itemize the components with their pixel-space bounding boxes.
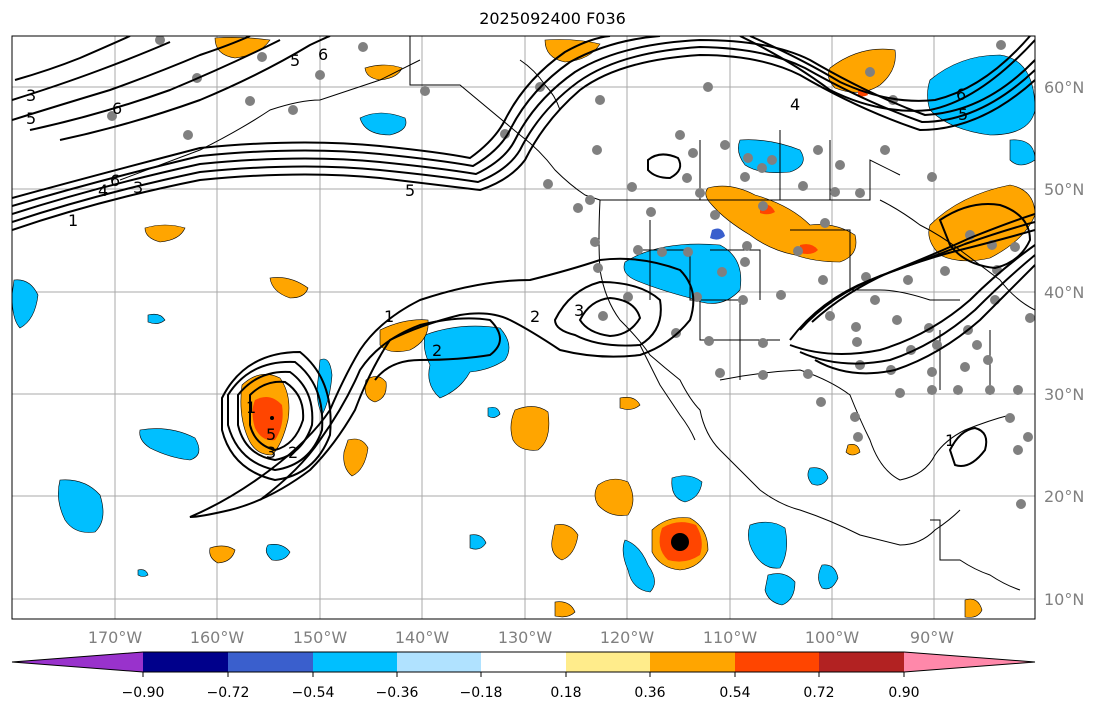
colorbar-swatch [12, 652, 143, 672]
colorbar-swatch [566, 652, 650, 672]
lat-label: 30°N [1044, 385, 1084, 404]
lon-label: 170°W [88, 628, 143, 647]
contour-label: 5 [290, 51, 300, 70]
colorbar-tick-label: −0.18 [460, 685, 503, 701]
map-border [11, 35, 1036, 620]
contour-label: 5 [266, 425, 276, 444]
colorbar-swatch [143, 652, 228, 672]
contour-labels: 3 5 6 5 6 1 4 6 3 5 1 2 3 2 1 5 3 2 4 6 … [26, 45, 968, 462]
colorbar-swatch [313, 652, 397, 672]
lat-label: 40°N [1044, 283, 1084, 302]
contour-label: 6 [112, 99, 122, 118]
negative-anomaly-areas [12, 54, 1035, 606]
colorbar-tick-label: −0.36 [376, 685, 419, 701]
colorbar-tick-label: 0.90 [888, 685, 919, 701]
colorbar-tick-label: 0.72 [803, 685, 834, 701]
colorbar-tick-label: 0.36 [634, 685, 665, 701]
contour-lines [12, 36, 1035, 518]
contour-label: 3 [574, 301, 584, 320]
contour-label: 3 [133, 178, 143, 197]
colorbar-swatch [650, 652, 735, 672]
colorbar-tick-label: 0.54 [719, 685, 750, 701]
contour-label: 6 [956, 85, 966, 104]
contour-label: 1 [68, 211, 78, 230]
station-dots [107, 36, 1035, 509]
colorbar: −0.90 −0.72 −0.54 −0.36 −0.18 0.18 0.36 … [11, 651, 1036, 701]
lat-label: 10°N [1044, 590, 1084, 609]
colorbar-tick-label: −0.72 [207, 685, 250, 701]
contour-label: 4 [790, 95, 800, 114]
lon-label: 90°W [910, 628, 954, 647]
contour-label: 3 [26, 86, 36, 105]
contour-label: 5 [26, 109, 36, 128]
positive-anomaly-areas [144, 37, 1035, 618]
contour-label: 2 [288, 443, 298, 462]
colorbar-tick-label: −0.54 [292, 685, 335, 701]
colorbar-swatch [819, 652, 904, 672]
contour-label: 5 [958, 105, 968, 124]
colorbar-swatch [228, 652, 313, 672]
latitude-labels: 60°N 50°N 40°N 30°N 20°N 10°N [1044, 78, 1084, 609]
contour-label: 2 [530, 307, 540, 326]
contour-label: 5 [405, 181, 415, 200]
contour-label: 1 [945, 431, 955, 450]
contour-label: 1 [246, 398, 256, 417]
coastlines [119, 36, 1035, 591]
lon-label: 150°W [293, 628, 348, 647]
lon-label: 140°W [395, 628, 450, 647]
lon-label: 110°W [703, 628, 758, 647]
lon-label: 130°W [498, 628, 553, 647]
contour-label: 1 [384, 307, 394, 326]
contour-label: 3 [266, 443, 276, 462]
storm-center-marker [671, 533, 689, 551]
colorbar-swatch [735, 652, 819, 672]
colorbar-swatch [397, 652, 481, 672]
contour-label: 2 [432, 341, 442, 360]
lat-label: 20°N [1044, 487, 1084, 506]
colorbar-swatch [481, 652, 566, 672]
lat-label: 60°N [1044, 78, 1084, 97]
lon-label: 120°W [600, 628, 655, 647]
map-title: 2025092400 F036 [479, 9, 626, 28]
lon-label: 160°W [190, 628, 245, 647]
contour-label: 4 [98, 181, 108, 200]
colorbar-tick-label: −0.90 [122, 685, 165, 701]
storm-center-small-marker [270, 416, 274, 420]
longitude-labels: 170°W 160°W 150°W 140°W 130°W 120°W 110°… [88, 628, 954, 647]
lon-label: 100°W [805, 628, 860, 647]
colorbar-tick-label: 0.18 [550, 685, 581, 701]
lat-label: 50°N [1044, 180, 1084, 199]
contour-label: 6 [110, 171, 120, 190]
colorbar-swatch [904, 652, 1035, 672]
contour-label: 6 [318, 45, 328, 64]
